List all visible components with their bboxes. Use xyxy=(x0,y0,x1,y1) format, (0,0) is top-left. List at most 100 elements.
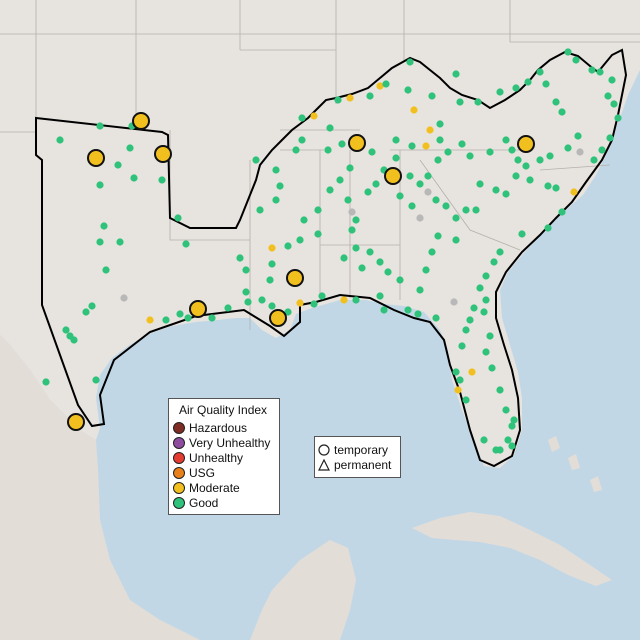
monitor-marker[interactable] xyxy=(376,292,384,300)
monitor-marker[interactable] xyxy=(242,266,250,274)
monitor-marker[interactable] xyxy=(372,180,380,188)
monitor-marker[interactable] xyxy=(482,296,490,304)
monitor-marker[interactable] xyxy=(130,174,138,182)
monitor-marker[interactable] xyxy=(436,120,444,128)
monitor-marker[interactable] xyxy=(314,230,322,238)
monitor-marker[interactable] xyxy=(552,98,560,106)
monitor-marker[interactable] xyxy=(42,378,50,386)
monitor-marker[interactable] xyxy=(348,208,356,216)
monitor-marker[interactable] xyxy=(348,226,356,234)
monitor-marker[interactable] xyxy=(564,144,572,152)
monitor-marker[interactable] xyxy=(284,308,292,316)
monitor-marker[interactable] xyxy=(608,76,616,84)
monitor-marker[interactable] xyxy=(146,316,154,324)
monitor-marker[interactable] xyxy=(406,58,414,66)
monitor-marker[interactable] xyxy=(416,214,424,222)
monitor-marker[interactable] xyxy=(352,216,360,224)
monitor-marker[interactable] xyxy=(100,222,108,230)
monitor-marker[interactable] xyxy=(300,216,308,224)
monitor-marker[interactable] xyxy=(236,254,244,262)
monitor-marker[interactable] xyxy=(408,142,416,150)
monitor-marker[interactable] xyxy=(314,206,322,214)
monitor-marker[interactable] xyxy=(476,284,484,292)
monitor-marker[interactable] xyxy=(462,396,470,404)
monitor-marker[interactable] xyxy=(158,176,166,184)
monitor-marker[interactable] xyxy=(436,136,444,144)
monitor-marker[interactable] xyxy=(502,190,510,198)
monitor-marker[interactable] xyxy=(524,78,532,86)
monitor-marker[interactable] xyxy=(258,296,266,304)
monitor-marker[interactable] xyxy=(590,156,598,164)
monitor-marker[interactable] xyxy=(426,126,434,134)
monitor-marker[interactable] xyxy=(126,144,134,152)
monitor-marker[interactable] xyxy=(176,310,184,318)
monitor-marker[interactable] xyxy=(488,364,496,372)
monitor-marker[interactable] xyxy=(496,386,504,394)
monitor-marker[interactable] xyxy=(482,348,490,356)
monitor-marker[interactable] xyxy=(326,186,334,194)
monitor-marker[interactable] xyxy=(96,238,104,246)
monitor-marker[interactable] xyxy=(466,316,474,324)
monitor-marker[interactable] xyxy=(424,172,432,180)
monitor-marker[interactable] xyxy=(454,386,462,394)
large-monitor-marker[interactable] xyxy=(269,309,287,327)
monitor-marker[interactable] xyxy=(174,214,182,222)
monitor-marker[interactable] xyxy=(336,176,344,184)
monitor-marker[interactable] xyxy=(318,292,326,300)
large-monitor-marker[interactable] xyxy=(87,149,105,167)
monitor-marker[interactable] xyxy=(458,140,466,148)
monitor-marker[interactable] xyxy=(564,48,572,56)
monitor-marker[interactable] xyxy=(404,86,412,94)
large-monitor-marker[interactable] xyxy=(67,413,85,431)
monitor-marker[interactable] xyxy=(542,80,550,88)
monitor-marker[interactable] xyxy=(496,88,504,96)
monitor-marker[interactable] xyxy=(338,140,346,148)
monitor-marker[interactable] xyxy=(62,326,70,334)
monitor-marker[interactable] xyxy=(574,132,582,140)
monitor-marker[interactable] xyxy=(368,148,376,156)
monitor-marker[interactable] xyxy=(472,206,480,214)
monitor-marker[interactable] xyxy=(514,156,522,164)
monitor-marker[interactable] xyxy=(252,156,260,164)
monitor-marker[interactable] xyxy=(324,146,332,154)
monitor-marker[interactable] xyxy=(344,196,352,204)
monitor-marker[interactable] xyxy=(468,368,476,376)
monitor-marker[interactable] xyxy=(284,242,292,250)
monitor-marker[interactable] xyxy=(434,156,442,164)
monitor-marker[interactable] xyxy=(292,146,300,154)
monitor-marker[interactable] xyxy=(56,136,64,144)
monitor-marker[interactable] xyxy=(508,146,516,154)
monitor-marker[interactable] xyxy=(458,342,466,350)
monitor-marker[interactable] xyxy=(298,136,306,144)
monitor-marker[interactable] xyxy=(572,56,580,64)
monitor-marker[interactable] xyxy=(298,114,306,122)
monitor-marker[interactable] xyxy=(492,446,500,454)
monitor-marker[interactable] xyxy=(242,288,250,296)
monitor-marker[interactable] xyxy=(508,422,516,430)
monitor-marker[interactable] xyxy=(396,192,404,200)
monitor-marker[interactable] xyxy=(432,314,440,322)
monitor-marker[interactable] xyxy=(614,114,622,122)
large-monitor-marker[interactable] xyxy=(517,135,535,153)
monitor-marker[interactable] xyxy=(508,442,516,450)
monitor-marker[interactable] xyxy=(424,188,432,196)
monitor-marker[interactable] xyxy=(452,236,460,244)
monitor-marker[interactable] xyxy=(276,182,284,190)
monitor-marker[interactable] xyxy=(486,148,494,156)
monitor-marker[interactable] xyxy=(114,161,122,169)
monitor-marker[interactable] xyxy=(268,244,276,252)
monitor-marker[interactable] xyxy=(432,196,440,204)
monitor-marker[interactable] xyxy=(392,154,400,162)
monitor-marker[interactable] xyxy=(182,240,190,248)
monitor-marker[interactable] xyxy=(576,148,584,156)
monitor-marker[interactable] xyxy=(364,188,372,196)
monitor-marker[interactable] xyxy=(536,68,544,76)
monitor-marker[interactable] xyxy=(422,142,430,150)
large-monitor-marker[interactable] xyxy=(286,269,304,287)
large-monitor-marker[interactable] xyxy=(132,112,150,130)
monitor-marker[interactable] xyxy=(296,236,304,244)
monitor-marker[interactable] xyxy=(480,436,488,444)
monitor-marker[interactable] xyxy=(536,156,544,164)
monitor-marker[interactable] xyxy=(522,162,530,170)
monitor-marker[interactable] xyxy=(604,92,612,100)
